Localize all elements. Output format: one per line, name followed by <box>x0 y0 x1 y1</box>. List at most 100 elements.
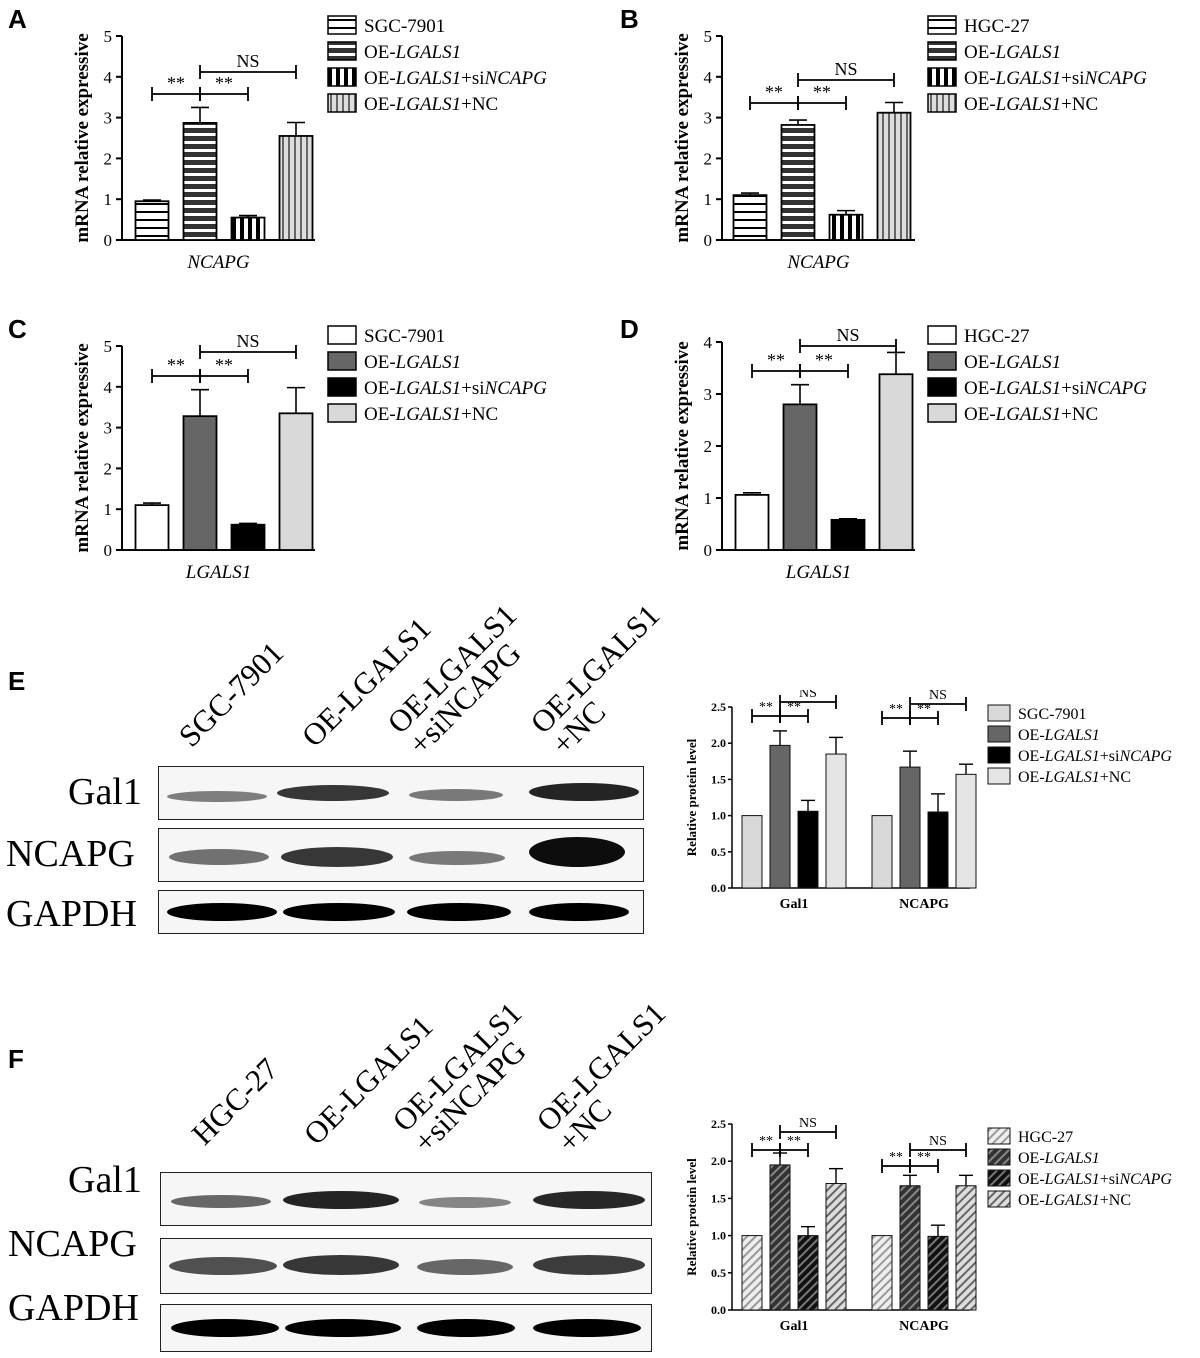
legend-label: HGC-27 <box>964 16 1029 37</box>
y-tick-label: 0.5 <box>711 1266 726 1280</box>
legend-label: OE-LGALS1+NC <box>1018 769 1131 786</box>
legend-label: OE-LGALS1+NC <box>1018 1192 1131 1209</box>
significance-label: ** <box>167 355 185 375</box>
x-axis-title: LGALS1 <box>785 562 851 583</box>
legend-swatch <box>987 767 1011 785</box>
blot-f-row-gal1: Gal1 <box>68 1159 142 1201</box>
significance-label: NS <box>799 1116 817 1131</box>
legend-swatch <box>987 1148 1011 1166</box>
y-tick-label: 3 <box>104 109 113 128</box>
band <box>283 903 395 921</box>
significance-label: NS <box>834 59 857 79</box>
bar <box>782 403 818 551</box>
band <box>529 903 629 921</box>
significance-label: ** <box>759 700 773 715</box>
y-axis-title: mRNA relative expressive <box>72 33 93 242</box>
bar <box>899 766 921 889</box>
significance-label: ** <box>889 1150 903 1165</box>
legend-swatch <box>327 403 357 423</box>
significance-label: ** <box>215 73 233 93</box>
legend-label: OE-LGALS1+NC <box>964 404 1098 425</box>
bar <box>878 373 914 551</box>
panel-letter-a: A <box>8 4 27 34</box>
panel-letter-f: F <box>8 1044 24 1074</box>
y-axis-title: Relative protein level <box>684 1158 699 1276</box>
legend-label: OE-LGALS1+NC <box>364 94 498 115</box>
x-axis-title: NCAPG <box>786 252 850 273</box>
legend-swatch <box>987 746 1011 764</box>
significance-label: NS <box>836 325 859 345</box>
legend-swatch <box>987 1127 1011 1145</box>
significance-label: ** <box>765 82 783 102</box>
significance-label: ** <box>889 702 903 717</box>
band <box>277 785 389 801</box>
legend-swatch <box>927 351 957 371</box>
y-tick-label: 1 <box>704 489 713 508</box>
y-tick-label: 2.5 <box>711 1117 726 1131</box>
band <box>167 903 277 921</box>
legend-swatch <box>927 15 957 35</box>
blot-f-lane-1: HGC-27 <box>184 1051 285 1152</box>
legend-swatch <box>927 67 957 87</box>
y-tick-label: 1.5 <box>711 772 726 786</box>
y-tick-label: 4 <box>104 378 113 397</box>
legend-swatch <box>927 377 957 397</box>
legend-swatch <box>327 325 357 345</box>
y-tick-label: 1.0 <box>711 809 726 823</box>
band <box>283 1255 399 1275</box>
bar <box>741 815 763 889</box>
legend-label: OE-LGALS1 <box>1018 727 1100 744</box>
significance-label: ** <box>759 1134 773 1149</box>
bar <box>734 493 770 551</box>
blot-f-row-gapdh: GAPDH <box>8 1287 139 1329</box>
band <box>529 837 625 867</box>
significance-label: ** <box>917 1150 931 1165</box>
legend-label: OE-LGALS1 <box>364 42 461 63</box>
legend-swatch <box>327 351 357 371</box>
y-axis-title: mRNA relative expressive <box>672 33 693 242</box>
legend-label: OE-LGALS1+siNCAPG <box>364 68 547 89</box>
y-tick-label: 0.0 <box>711 881 726 895</box>
legend-swatch <box>987 1190 1011 1208</box>
blot-f-gapdh-membrane <box>160 1304 652 1352</box>
y-tick-label: 5 <box>704 27 713 46</box>
band <box>407 903 511 921</box>
band <box>281 847 393 867</box>
legend-label: SGC-7901 <box>364 16 445 37</box>
legend-label: OE-LGALS1 <box>364 352 461 373</box>
blot-f-lane-4: OE-LGALS1 +NC <box>529 995 673 1160</box>
x-category-label: Gal1 <box>780 897 809 912</box>
legend-swatch <box>327 377 357 397</box>
legend-swatch <box>927 93 957 113</box>
bar <box>732 194 768 241</box>
band <box>417 1259 513 1275</box>
significance-label: ** <box>917 702 931 717</box>
bar <box>825 1183 847 1311</box>
band <box>169 849 269 865</box>
bar <box>278 135 314 241</box>
legend-label: HGC-27 <box>964 326 1029 347</box>
y-tick-label: 2 <box>704 437 713 456</box>
bar <box>278 412 314 551</box>
y-tick-label: 2 <box>104 149 113 168</box>
blot-e-row-gapdh: GAPDH <box>6 893 137 935</box>
y-tick-label: 2 <box>704 149 713 168</box>
y-tick-label: 1 <box>104 500 113 519</box>
significance-label: ** <box>787 1134 801 1149</box>
legend-swatch <box>327 41 357 61</box>
bar <box>769 744 791 889</box>
legend-label: OE-LGALS1 <box>1018 1150 1100 1167</box>
legend-swatch <box>327 93 357 113</box>
panel-letter-e: E <box>8 666 26 696</box>
legend-label: HGC-27 <box>1018 1129 1073 1146</box>
significance-label: ** <box>813 82 831 102</box>
blot-e-lane-4: OE-LGALS1 +NC <box>523 597 667 762</box>
band <box>167 791 267 802</box>
band <box>283 1191 399 1209</box>
band <box>529 783 639 801</box>
legend-label: OE-LGALS1+siNCAPG <box>1018 748 1172 765</box>
legend-swatch <box>987 725 1011 743</box>
significance-label: ** <box>815 350 833 370</box>
bar <box>927 811 949 889</box>
